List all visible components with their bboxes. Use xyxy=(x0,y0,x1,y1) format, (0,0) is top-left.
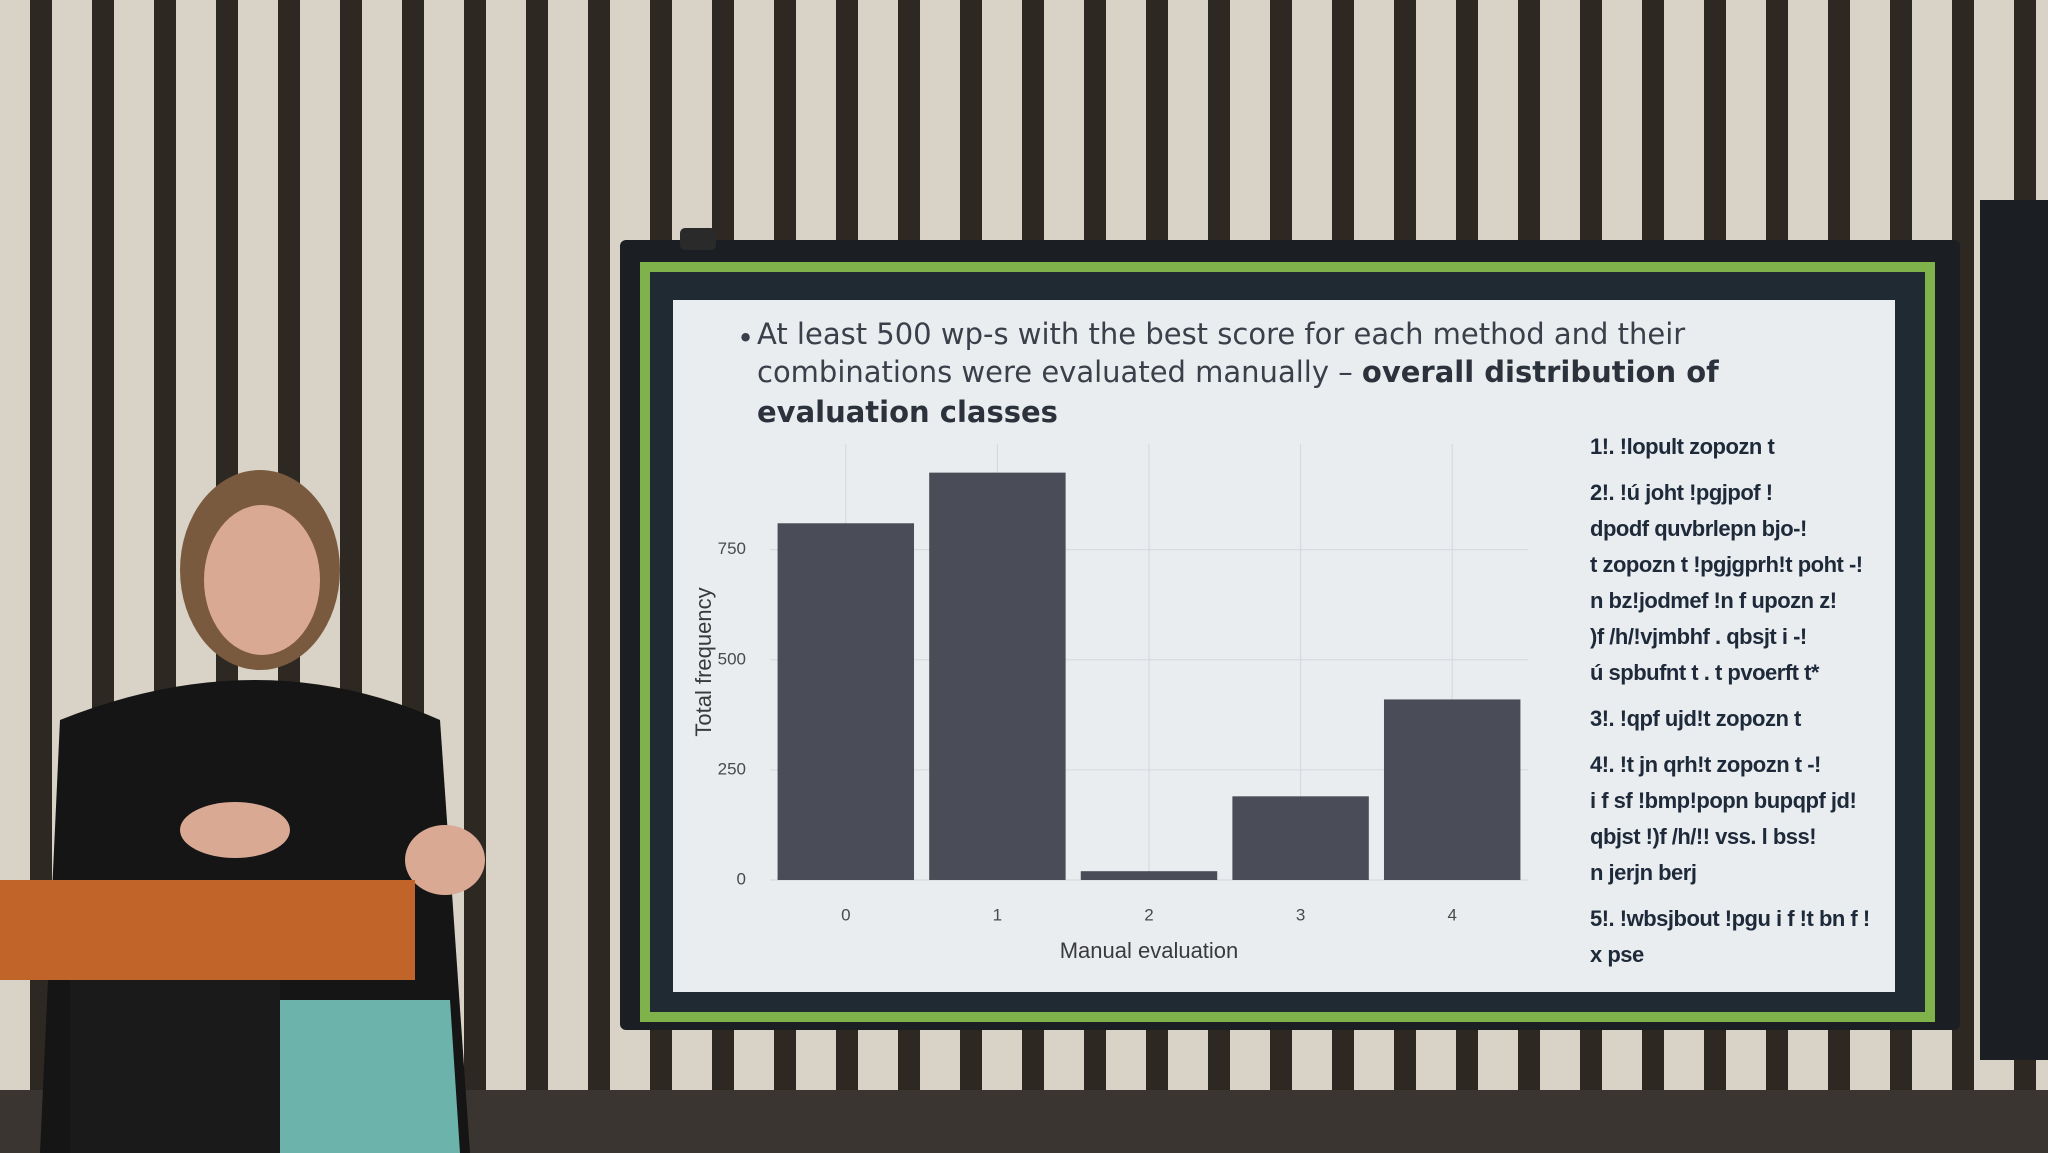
bullet-bold: evaluation classes xyxy=(757,395,1058,429)
bar xyxy=(1232,796,1369,880)
x-tick-label: 1 xyxy=(993,905,1002,924)
x-tick-label: 3 xyxy=(1296,905,1305,924)
bullet-dot: • xyxy=(737,321,754,355)
podium xyxy=(0,880,415,980)
y-tick-label: 0 xyxy=(737,869,746,888)
slat xyxy=(526,0,548,1090)
x-tick-label: 2 xyxy=(1144,905,1153,924)
face xyxy=(204,505,320,655)
chart: 0 250 500 750 0 1 2 3 4 Manual evaluation Total fr… xyxy=(691,444,1528,963)
x-tick-label: 0 xyxy=(841,905,850,924)
second-screen xyxy=(1980,200,2048,1060)
hand xyxy=(405,825,485,895)
legend-line: 1!. !lopult zopozn t xyxy=(1590,434,1775,459)
legend-line: 2!. !ú joht !pgjpof ! xyxy=(1590,480,1773,505)
legend-line: )f /h/!vjmbhf . qbsjt i -! xyxy=(1590,624,1807,649)
bar xyxy=(1080,871,1218,880)
legend-line: ú spbufnt t . t pvoerft t* xyxy=(1590,660,1820,685)
bullet-bold: overall distribution of xyxy=(1362,355,1719,389)
legend-line: 3!. !qpf ujd!t zopozn t xyxy=(1590,706,1802,731)
slat xyxy=(588,0,610,1090)
y-tick-label: 750 xyxy=(718,539,746,558)
legend-line: 4!. !t jn qrh!t zopozn t -! xyxy=(1590,752,1821,777)
bar xyxy=(1383,699,1521,880)
skirt xyxy=(270,1000,460,1153)
podium-stand xyxy=(70,980,280,1153)
bar xyxy=(777,523,915,880)
y-tick-label: 250 xyxy=(718,759,746,778)
legend-line: x pse xyxy=(1590,942,1644,967)
legend-line: t zopozn t !pgjgprh!t poht -! xyxy=(1590,552,1863,577)
legend-line: qbjst !)f /h/!! vss. l bss! xyxy=(1590,824,1816,849)
bullet-line: At least 500 wp-s with the best score fo… xyxy=(757,317,1685,351)
slat xyxy=(464,0,486,1090)
x-tick-label: 4 xyxy=(1447,905,1456,924)
legend-line: n bz!jodmef !n f upozn z! xyxy=(1590,588,1837,613)
y-tick-label: 500 xyxy=(718,649,746,668)
slat xyxy=(30,0,52,1090)
x-axis-title: Manual evaluation xyxy=(1060,938,1239,963)
class-legend: 1!. !lopult zopozn t 2!. !ú joht !pgjpof … xyxy=(1590,434,1870,967)
legend-line: n jerjn berj xyxy=(1590,860,1696,885)
bar xyxy=(929,472,1066,880)
y-axis-title: Total frequency xyxy=(691,587,716,736)
legend-line: dpodf quvbrlepn bjo-! xyxy=(1590,516,1807,541)
bullet-line: combinations were evaluated manually – o… xyxy=(757,355,1719,389)
webcam xyxy=(680,228,716,250)
legend-line: 5!. !wbsjbout !pgu i f !t bn f ! xyxy=(1590,906,1870,931)
bullet-text: combinations were evaluated manually – xyxy=(757,355,1362,389)
legend-line: i f sf !bmp!popn bupqpf jd! xyxy=(1590,788,1856,813)
hand xyxy=(180,802,290,858)
